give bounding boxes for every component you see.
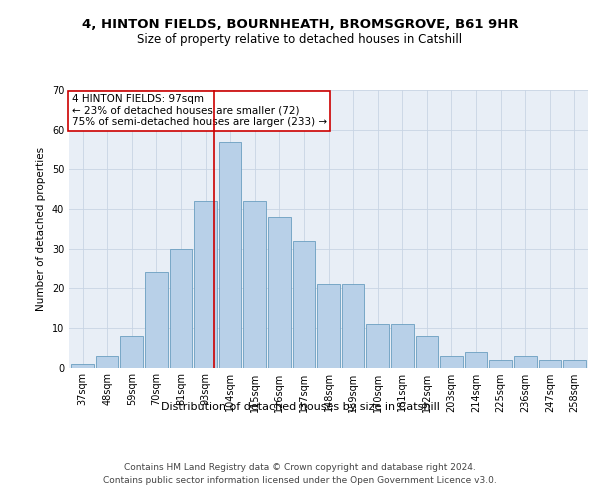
Bar bbox=[514, 356, 536, 368]
Bar bbox=[293, 240, 315, 368]
Text: 4 HINTON FIELDS: 97sqm
← 23% of detached houses are smaller (72)
75% of semi-det: 4 HINTON FIELDS: 97sqm ← 23% of detached… bbox=[71, 94, 327, 128]
Y-axis label: Number of detached properties: Number of detached properties bbox=[36, 146, 46, 311]
Text: Contains HM Land Registry data © Crown copyright and database right 2024.: Contains HM Land Registry data © Crown c… bbox=[124, 462, 476, 471]
Bar bbox=[121, 336, 143, 368]
Bar bbox=[219, 142, 241, 368]
Text: 4, HINTON FIELDS, BOURNHEATH, BROMSGROVE, B61 9HR: 4, HINTON FIELDS, BOURNHEATH, BROMSGROVE… bbox=[82, 18, 518, 30]
Bar bbox=[367, 324, 389, 368]
Bar bbox=[145, 272, 167, 368]
Bar bbox=[391, 324, 413, 368]
Bar bbox=[71, 364, 94, 368]
Bar bbox=[440, 356, 463, 368]
Bar bbox=[244, 201, 266, 368]
Bar bbox=[170, 248, 192, 368]
Text: Size of property relative to detached houses in Catshill: Size of property relative to detached ho… bbox=[137, 32, 463, 46]
Bar bbox=[563, 360, 586, 368]
Bar bbox=[342, 284, 364, 368]
Bar bbox=[96, 356, 118, 368]
Bar bbox=[317, 284, 340, 368]
Text: Contains public sector information licensed under the Open Government Licence v3: Contains public sector information licen… bbox=[103, 476, 497, 485]
Bar bbox=[465, 352, 487, 368]
Bar bbox=[416, 336, 438, 368]
Text: Distribution of detached houses by size in Catshill: Distribution of detached houses by size … bbox=[161, 402, 439, 412]
Bar bbox=[539, 360, 561, 368]
Bar bbox=[490, 360, 512, 368]
Bar bbox=[268, 217, 290, 368]
Bar bbox=[194, 201, 217, 368]
